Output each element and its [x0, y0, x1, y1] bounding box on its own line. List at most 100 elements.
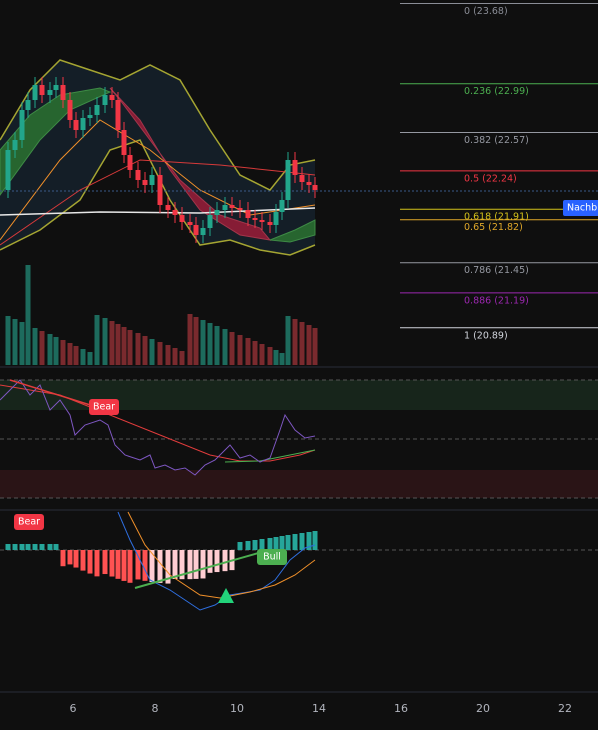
macd-histogram: [135, 550, 141, 580]
volume-bar: [207, 323, 213, 365]
macd-histogram: [102, 550, 108, 575]
macd-histogram: [312, 531, 318, 550]
candle-body: [292, 160, 298, 175]
volume-bar: [285, 316, 291, 365]
volume-bar: [47, 334, 53, 365]
macd-histogram: [187, 550, 193, 580]
price-tag: Nachb: [567, 203, 597, 214]
macd-histogram: [172, 550, 178, 579]
x-tick-label: 10: [230, 702, 244, 715]
macd-histogram: [222, 550, 228, 572]
candle-body: [142, 180, 148, 185]
candle-body: [299, 175, 305, 182]
signal-label: Bear: [18, 517, 40, 528]
signal-label: Bear: [93, 402, 115, 413]
volume-bar: [157, 342, 163, 365]
volume-bar: [135, 333, 141, 365]
candle-body: [80, 118, 86, 130]
white-ma: [0, 207, 316, 216]
macd-histogram: [121, 550, 127, 581]
fib-label: 0.5 (22.24): [464, 173, 517, 184]
volume-bar: [306, 325, 312, 365]
candle-body: [285, 160, 291, 200]
candle-body: [214, 210, 220, 215]
volume-bar: [60, 340, 66, 365]
fib-label: 0.382 (22.57): [464, 135, 529, 146]
macd-histogram: [165, 550, 171, 584]
x-tick-label: 20: [476, 702, 490, 715]
volume-bar: [267, 347, 273, 365]
candle-body: [273, 212, 279, 225]
x-tick-label: 8: [152, 702, 159, 715]
macd-histogram: [47, 544, 53, 550]
macd-line: [117, 511, 316, 611]
candle-body: [73, 120, 79, 130]
volume-bar: [32, 328, 38, 365]
bull-marker: [218, 588, 234, 603]
rsi-signal: [0, 384, 316, 462]
x-tick-label: 22: [558, 702, 572, 715]
candle-body: [5, 150, 11, 190]
volume-bar: [127, 330, 133, 365]
candle-body: [149, 175, 155, 185]
candle-body: [245, 210, 251, 218]
macd-histogram: [25, 544, 31, 550]
macd-histogram: [207, 550, 213, 573]
candle-body: [229, 205, 235, 208]
macd-histogram: [127, 550, 133, 583]
candle-body: [39, 85, 45, 95]
bollinger-upper: [0, 59, 316, 191]
volume-bar: [109, 321, 115, 365]
rsi-line: [0, 379, 316, 476]
macd-histogram: [214, 550, 220, 573]
volume-bar: [19, 322, 25, 365]
candle-body: [200, 228, 206, 235]
volume-bar: [299, 322, 305, 365]
signal-badge: [14, 514, 44, 530]
volume-bar: [312, 328, 318, 365]
volume-bar: [94, 315, 100, 365]
volume-bar: [179, 351, 185, 365]
macd-histogram: [115, 550, 121, 579]
candle-body: [53, 85, 59, 90]
volume-bar: [292, 319, 298, 365]
fib-label: 0 (23.68): [464, 6, 508, 17]
candle-body: [135, 170, 141, 180]
macd-histogram: [200, 550, 206, 579]
macd-histogram: [60, 550, 66, 567]
macd-histogram: [292, 534, 298, 550]
volume-bar: [279, 353, 285, 365]
volume-bar: [200, 320, 206, 365]
macd-histogram: [267, 538, 273, 550]
x-tick-label: 6: [70, 702, 77, 715]
volume-bar: [142, 336, 148, 365]
x-tick-label: 16: [394, 702, 408, 715]
candle-body: [187, 222, 193, 225]
x-tick-label: 14: [312, 702, 326, 715]
rsi-ma: [224, 449, 316, 463]
volume-bar: [214, 326, 220, 365]
macd-histogram: [273, 537, 279, 550]
macd-histogram: [245, 541, 251, 550]
candle-body: [87, 115, 93, 118]
candle-body: [312, 185, 318, 190]
macd-histogram: [109, 550, 115, 577]
candle-body: [306, 182, 312, 185]
price-tag-bg: [563, 200, 598, 216]
fib-label: 1 (20.89): [464, 330, 508, 341]
macd-histogram: [285, 535, 291, 550]
candle-body: [115, 100, 121, 130]
candle-body: [102, 95, 108, 105]
candle-body: [172, 210, 178, 215]
candle-body: [222, 205, 228, 210]
candle-body: [19, 110, 25, 140]
bollinger-fill: [0, 60, 315, 255]
candle-body: [94, 105, 100, 115]
macd-histogram: [94, 550, 100, 577]
candle-body: [157, 175, 163, 205]
macd-histogram: [157, 550, 163, 583]
macd-histogram: [53, 544, 59, 550]
volume-bar: [53, 337, 59, 365]
candle-body: [12, 140, 18, 150]
